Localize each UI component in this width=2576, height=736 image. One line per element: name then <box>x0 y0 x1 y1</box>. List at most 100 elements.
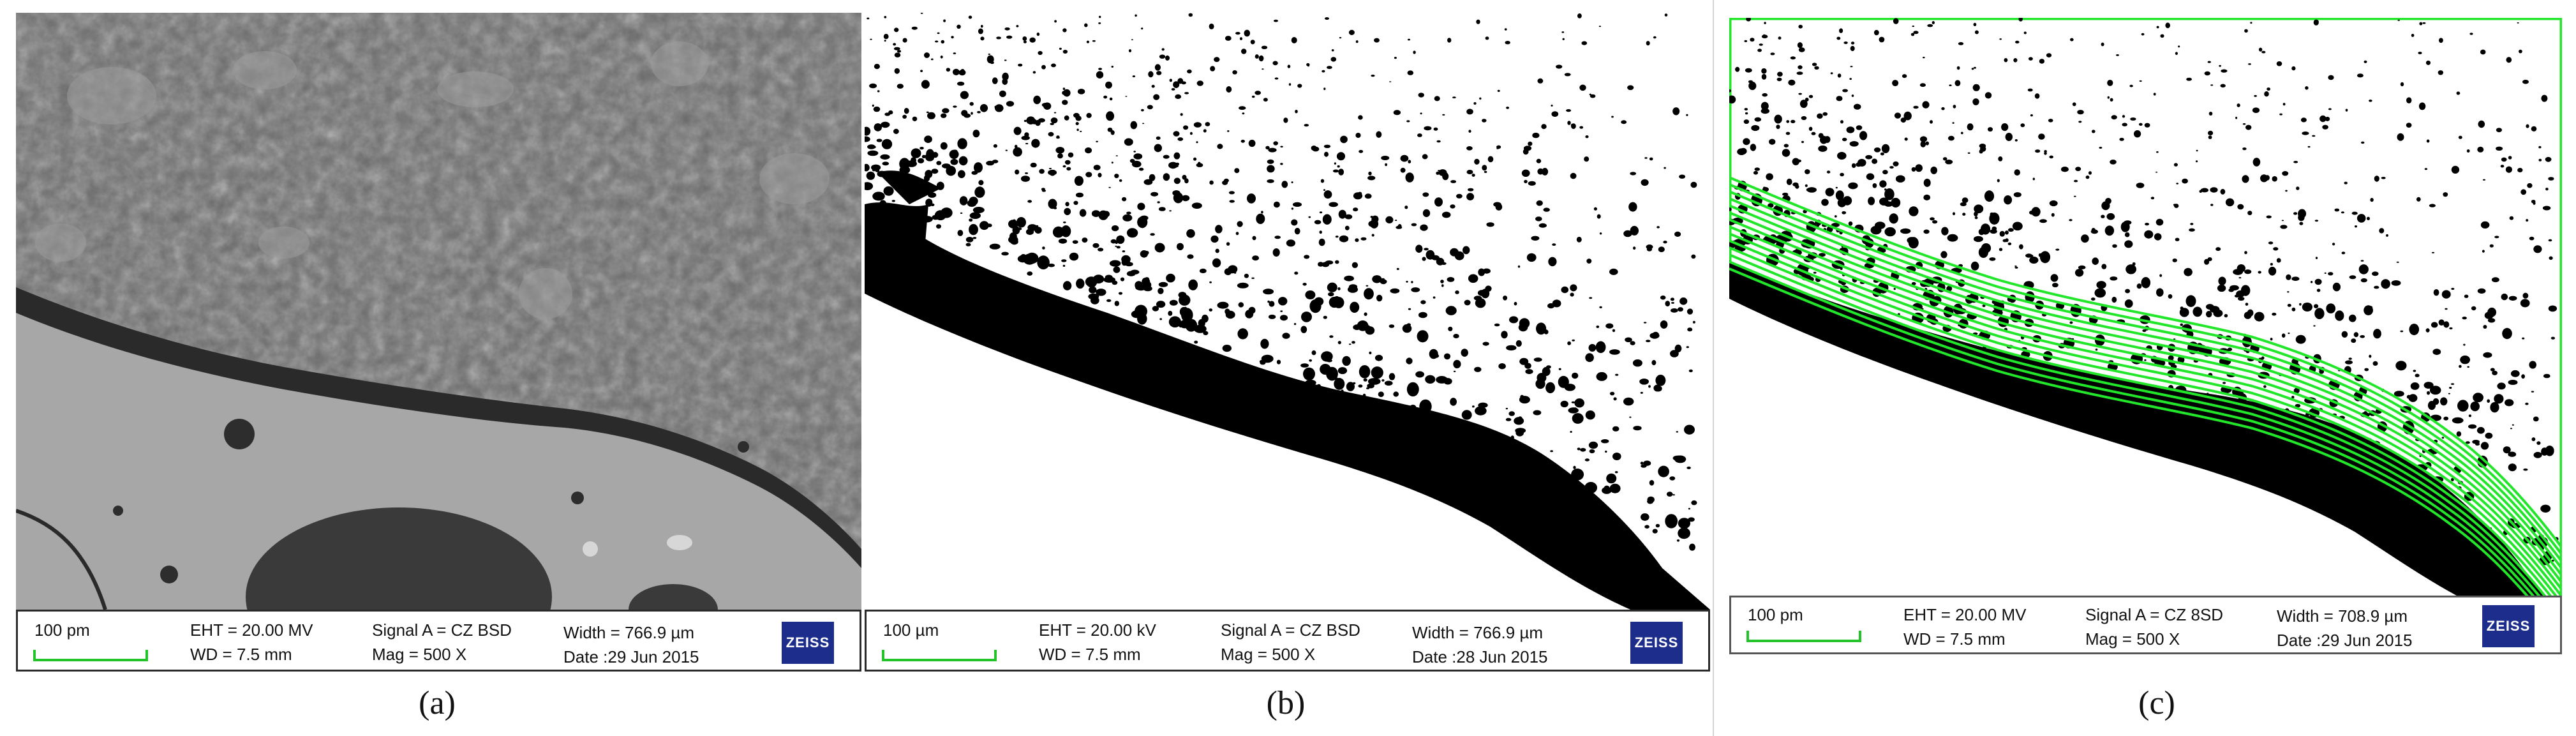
pore-speck <box>1494 323 1500 327</box>
pore-speck <box>2014 139 2018 142</box>
pore-speck <box>874 64 880 70</box>
pore-speck <box>2048 119 2053 123</box>
pore-speck <box>2238 277 2242 279</box>
eht-value: EHT = 20.00 kV <box>1039 620 1156 640</box>
pore-speck <box>1599 232 1602 235</box>
pore-speck <box>926 111 929 114</box>
pore-speck <box>1022 36 1027 41</box>
pore-speck <box>1276 359 1281 364</box>
pore-speck <box>1735 66 1740 72</box>
pore-speck <box>1351 303 1356 307</box>
pore-speck <box>1664 13 1668 17</box>
pore-speck <box>2295 334 2306 344</box>
pore-speck <box>1319 230 1322 234</box>
pore-speck <box>1440 280 1444 283</box>
pore-speck <box>1381 379 1385 382</box>
pore-speck <box>2092 257 2099 266</box>
pore-speck <box>1904 137 1908 141</box>
pore-speck <box>2144 230 2154 239</box>
pore-speck <box>2496 128 2502 133</box>
pore-speck <box>960 212 963 214</box>
pore-speck <box>1283 117 1288 123</box>
pore-speck <box>1647 499 1654 504</box>
pore-speck <box>1688 369 1693 373</box>
pore-speck <box>2433 289 2439 296</box>
pore-speck <box>2196 149 2198 152</box>
pore-speck <box>1358 115 1363 120</box>
pore-speck <box>1420 112 1422 115</box>
pore-speck <box>1639 379 1649 385</box>
pore-speck <box>1390 288 1400 294</box>
pore-speck <box>1413 50 1416 54</box>
pore-speck <box>957 230 964 236</box>
sem-info-bar: 100 pm EHT = 20.00 MV WD = 7.5 mm Signal… <box>16 610 861 672</box>
pore-speck <box>1884 227 1896 237</box>
pore-speck <box>2060 167 2069 172</box>
pore-speck <box>1846 126 1855 133</box>
pore-speck <box>2051 213 2055 217</box>
pore-speck <box>2543 373 2550 379</box>
pore-speck <box>920 13 923 14</box>
pore-speck <box>2370 198 2374 202</box>
pore-speck <box>1441 211 1451 218</box>
pore-speck <box>1122 250 1126 253</box>
pore-speck <box>2013 58 2018 63</box>
pore-speck <box>2176 183 2179 184</box>
pore-speck <box>1850 41 1855 45</box>
pore-speck <box>1625 337 1632 343</box>
pore-speck <box>925 170 933 179</box>
pore-speck <box>2429 386 2441 395</box>
pore-speck <box>2038 253 2042 257</box>
pore-speck <box>1561 31 1565 33</box>
pore-speck <box>1248 139 1256 147</box>
pore-speck <box>2015 40 2020 44</box>
pore-speck <box>2208 130 2214 135</box>
pore-speck <box>1729 89 1731 93</box>
pore-speck <box>1956 66 1960 70</box>
pore-speck <box>1235 232 1239 236</box>
pore-speck <box>1658 465 1669 477</box>
pore-speck <box>2509 216 2514 220</box>
pore-speck <box>1782 149 1791 157</box>
pore-speck <box>1154 243 1165 253</box>
pore-speck <box>1098 22 1101 24</box>
pore-speck <box>2334 208 2340 212</box>
pore-speck <box>1432 354 1440 358</box>
pore-speck <box>1930 166 1937 174</box>
pore-speck <box>1584 156 1590 162</box>
pore-speck <box>1849 141 1859 147</box>
pore-speck <box>1337 165 1340 168</box>
pore-speck <box>893 128 899 134</box>
pore-speck <box>1215 225 1223 234</box>
pore-speck <box>942 108 949 114</box>
pore-speck <box>1372 275 1382 283</box>
pore-speck <box>1475 406 1487 416</box>
pore-speck <box>877 90 880 93</box>
sem-image-grayscale <box>16 13 861 610</box>
pore-speck <box>2458 135 2462 139</box>
pore-speck <box>1400 167 1406 173</box>
pore-speck <box>2245 303 2249 306</box>
pore-speck <box>1825 188 1835 197</box>
pore-speck <box>1799 100 1808 109</box>
pore-speck <box>2425 60 2431 65</box>
pore-speck <box>2508 380 2518 385</box>
pore-speck <box>1471 174 1475 177</box>
pore-speck <box>1023 40 1027 43</box>
pore-speck <box>1184 306 1187 309</box>
pore-speck <box>1485 36 1489 40</box>
pore-speck <box>1301 312 1312 322</box>
pore-speck <box>1880 248 1886 253</box>
pore-speck <box>1447 38 1452 43</box>
pore-speck <box>2319 370 2325 374</box>
pore-speck <box>1385 216 1394 223</box>
pore-speck <box>1893 288 1896 290</box>
pore-speck <box>2285 190 2288 192</box>
pore-speck <box>894 27 899 33</box>
pore-speck <box>1596 325 1600 328</box>
pore-speck <box>1115 155 1118 156</box>
pore-speck <box>2519 49 2522 54</box>
pore-speck <box>1782 192 1789 196</box>
pore-speck <box>1323 189 1325 191</box>
pore-speck <box>1571 401 1575 403</box>
